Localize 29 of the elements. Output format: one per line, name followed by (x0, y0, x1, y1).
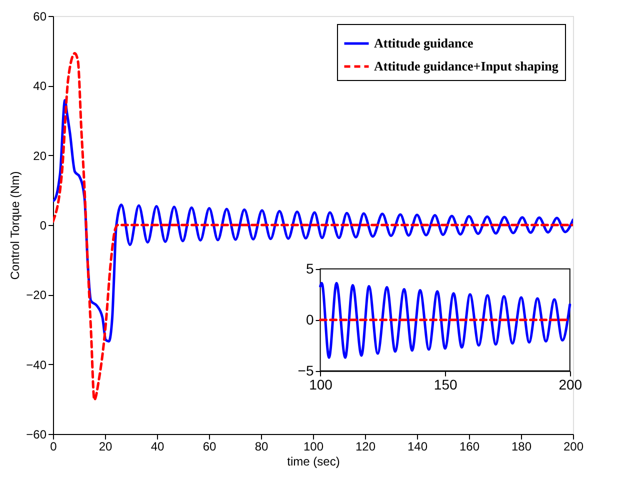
x-tick-label: 100 (309, 376, 333, 392)
x-tick-label: 100 (303, 440, 324, 454)
legend-label: Attitude guidance+Input shaping (374, 58, 559, 74)
x-tick-label: 0 (50, 440, 58, 454)
y-tick-label: −40 (26, 358, 47, 372)
x-tick-label: 200 (563, 440, 584, 454)
y-tick-label: 0 (40, 218, 47, 232)
line-series (319, 282, 572, 359)
y-tick-label: 20 (33, 148, 47, 163)
y-tick-label: 60 (33, 10, 47, 24)
x-tick-label: 180 (511, 440, 532, 454)
x-tick-label: 200 (558, 376, 582, 392)
y-tick-label: 5 (306, 260, 314, 276)
x-tick-label: 140 (407, 440, 428, 454)
legend-label: Attitude guidance (374, 36, 474, 50)
y-tick-label: 40 (33, 79, 47, 94)
x-tick-label: 20 (98, 440, 112, 454)
x-tick-label: 160 (459, 440, 480, 454)
y-axis-title: Control Torque (Nm) (8, 171, 22, 280)
x-tick-label: 40 (150, 440, 164, 454)
y-tick-label: 0 (306, 311, 314, 328)
x-tick-label: 80 (254, 440, 268, 454)
y-tick-label: −60 (26, 428, 47, 442)
x-tick-label: 120 (355, 440, 376, 454)
x-tick-label: 150 (434, 376, 458, 392)
x-axis-title: time (sec) (287, 454, 340, 468)
y-tick-label: −5 (298, 362, 314, 378)
y-tick-label: −20 (26, 288, 47, 302)
x-tick-label: 60 (202, 440, 216, 454)
